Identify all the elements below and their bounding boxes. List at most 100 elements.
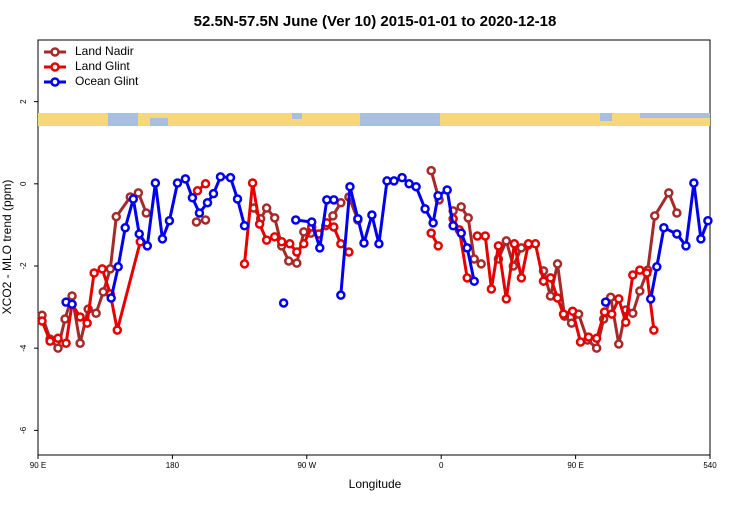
land-ocean-strip [38, 113, 710, 126]
data-point [225, 172, 236, 183]
data-point [426, 228, 436, 238]
data-point [501, 294, 512, 304]
data-point [194, 208, 205, 218]
data-point [649, 211, 660, 221]
data-point [67, 291, 77, 301]
data-point [180, 174, 191, 184]
y-tick-label: -2 [19, 262, 28, 270]
data-point [344, 247, 354, 257]
data-point [545, 273, 556, 283]
data-point [261, 203, 272, 213]
y-tick-label: -6 [19, 426, 28, 434]
x-tick-label: 90 W [297, 461, 316, 470]
data-point [558, 309, 569, 319]
data-point [703, 216, 713, 226]
data-point [239, 259, 250, 269]
data-point [614, 294, 624, 304]
data-point [306, 217, 317, 227]
chart-title: 52.5N-57.5N June (Ver 10) 2015-01-01 to … [194, 13, 557, 30]
legend-label: Land Nadir [75, 44, 134, 58]
data-point [426, 165, 436, 176]
data-point [374, 239, 384, 249]
data-point [681, 241, 691, 251]
data-point [664, 188, 674, 198]
legend-label: Land Glint [75, 59, 130, 73]
data-point [254, 219, 265, 229]
data-point [397, 172, 407, 183]
x-axis-label: Longitude [349, 477, 402, 491]
data-point [128, 194, 139, 204]
legend-marker [50, 62, 60, 72]
data-point [141, 208, 152, 218]
plot-frame [37, 39, 711, 456]
data-point [367, 210, 377, 220]
data-point [247, 178, 258, 188]
data-point [530, 239, 541, 249]
data-point [480, 231, 491, 241]
data-point [469, 276, 479, 286]
data-point [689, 178, 699, 188]
data-point [336, 239, 346, 249]
x-tick-label: 90 E [567, 461, 583, 470]
data-point [192, 186, 203, 196]
data-point [61, 338, 71, 348]
data-point [292, 247, 302, 257]
data-point [269, 232, 280, 242]
data-point [509, 239, 520, 249]
data-point [202, 197, 213, 208]
data-point [642, 268, 652, 278]
data-point [469, 254, 479, 264]
data-point [345, 181, 355, 192]
data-point [111, 211, 122, 222]
data-point [283, 256, 294, 266]
data-point [120, 223, 130, 233]
data-point [75, 312, 85, 322]
ocean-patch [600, 113, 612, 121]
data-point [261, 235, 272, 245]
data-point [191, 217, 202, 227]
x-tick-label: 0 [439, 461, 444, 470]
data-point [106, 293, 116, 303]
data-point [411, 181, 421, 192]
data-point [672, 229, 682, 239]
data-point [232, 194, 243, 204]
ocean-patch [292, 113, 302, 119]
ocean-patch [360, 113, 440, 126]
data-point [628, 270, 638, 280]
data-point [37, 316, 47, 326]
data-point [433, 190, 443, 201]
data-point [292, 258, 302, 268]
data-point [433, 241, 443, 251]
data-point [112, 325, 123, 335]
data-point [290, 215, 301, 225]
data-point [575, 337, 586, 347]
legend-marker [50, 47, 60, 57]
data-point [493, 241, 504, 251]
data-point [269, 213, 280, 223]
data-point [75, 338, 85, 348]
data-point [591, 343, 602, 353]
data-point [299, 239, 309, 249]
data-point [113, 262, 123, 272]
data-point [552, 259, 563, 269]
data-point [53, 343, 63, 353]
data-point [285, 239, 295, 249]
ocean-patch [150, 118, 168, 126]
data-point [456, 202, 466, 212]
data-point [606, 309, 617, 319]
data-point [200, 179, 211, 189]
data-point [428, 218, 438, 228]
data-point [328, 211, 338, 221]
data-point [215, 172, 226, 182]
data-point [353, 213, 363, 224]
data-point [133, 188, 144, 198]
y-tick-label: 2 [19, 99, 28, 104]
data-point [157, 234, 168, 244]
ocean-patch [108, 113, 138, 126]
data-point [501, 236, 512, 246]
x-tick-label: 180 [166, 461, 180, 470]
data-point [462, 273, 472, 283]
